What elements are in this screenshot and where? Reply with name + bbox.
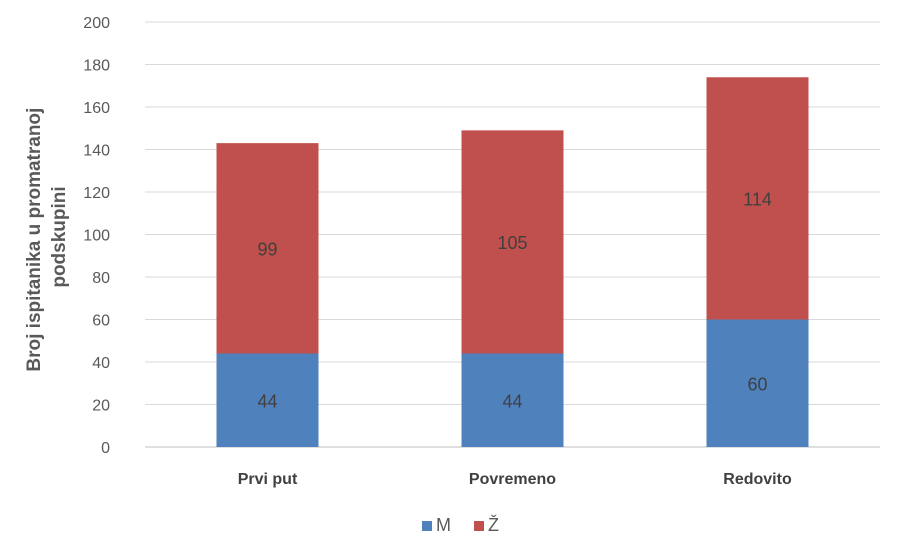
y-tick-label: 180 xyxy=(83,58,110,75)
y-tick-label: 200 xyxy=(83,15,110,32)
data-label: 114 xyxy=(743,189,772,209)
y-axis-ticks: 0 20 40 60 80 100 120 140 160 180 200 xyxy=(83,15,110,457)
y-axis-title-line-2: podskupini xyxy=(49,186,70,287)
legend-label: Ž xyxy=(488,515,499,535)
y-tick-label: 120 xyxy=(83,185,110,202)
bar-segment xyxy=(216,143,319,354)
y-tick-label: 140 xyxy=(83,143,110,160)
data-label: 99 xyxy=(257,239,277,259)
legend-swatch xyxy=(474,521,484,531)
y-tick-label: 20 xyxy=(92,398,110,415)
y-tick-label: 100 xyxy=(83,228,110,245)
y-tick-label: 40 xyxy=(92,355,110,372)
x-category-label: Redovito xyxy=(723,471,792,488)
data-labels: 44 99 44 105 60 114 xyxy=(257,189,771,411)
bars xyxy=(216,77,809,447)
data-label: 105 xyxy=(497,233,527,253)
data-label: 60 xyxy=(747,374,767,394)
bar-segment xyxy=(706,319,809,447)
x-axis-categories: Prvi put Povremeno Redovito xyxy=(238,471,792,488)
y-tick-label: 60 xyxy=(92,313,110,330)
y-axis-title-line-1: Broj ispitanika u promatranoj xyxy=(24,108,45,372)
y-tick-label: 80 xyxy=(92,270,110,287)
bar-segment xyxy=(216,353,319,447)
data-label: 44 xyxy=(257,391,277,411)
bar-segment xyxy=(461,353,564,447)
legend-swatch xyxy=(422,521,432,531)
legend-label: M xyxy=(436,515,451,535)
bar-segment xyxy=(461,130,564,354)
data-label: 44 xyxy=(502,391,522,411)
x-category-label: Prvi put xyxy=(238,471,298,488)
y-tick-label: 0 xyxy=(101,440,110,457)
bar-segment xyxy=(706,77,809,320)
y-axis-title: Broj ispitanika u promatranoj podskupini xyxy=(24,102,70,371)
y-tick-label: 160 xyxy=(83,100,110,117)
x-category-label: Povremeno xyxy=(469,471,556,488)
